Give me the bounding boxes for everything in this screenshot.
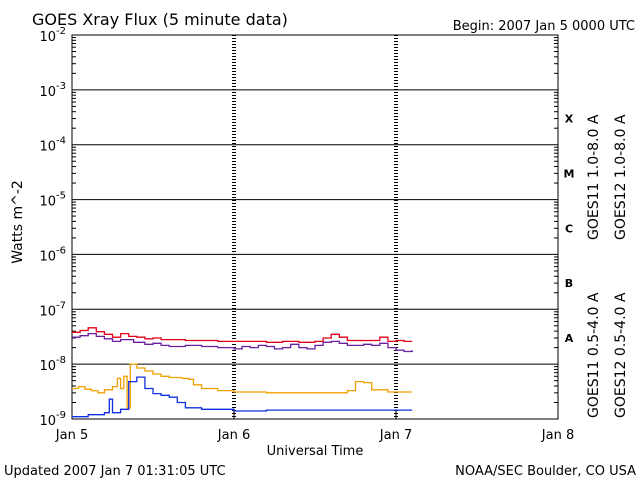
- updated-label: Updated 2007 Jan 7 01:31:05 UTC: [4, 464, 226, 479]
- series-line: [72, 376, 413, 418]
- flare-class-label: M: [564, 167, 575, 180]
- y-tick-exponent: -8: [56, 355, 66, 366]
- y-axis: 10-210-310-410-510-610-710-810-9: [39, 26, 558, 429]
- y-tick-label: 10-7: [39, 300, 66, 319]
- x-tick-label: Jan 8: [541, 428, 574, 443]
- legend-goes12-short: GOES12 0.5-4.0 A: [613, 292, 629, 418]
- y-tick-base: 10: [39, 85, 56, 100]
- y-tick-label: 10-4: [39, 136, 66, 155]
- flare-class-label: X: [565, 113, 574, 126]
- y-tick-exponent: -9: [56, 410, 66, 421]
- y-axis-label-text: Watts m^-2: [10, 180, 26, 264]
- flare-class-label: B: [565, 277, 573, 290]
- y-tick-exponent: -4: [56, 136, 66, 147]
- flare-class-label: C: [565, 222, 573, 235]
- y-tick-base: 10: [39, 359, 56, 374]
- y-tick-base: 10: [39, 140, 56, 155]
- x-tick-label: Jan 7: [379, 428, 412, 443]
- chart-title: GOES Xray Flux (5 minute data): [32, 10, 288, 29]
- series-lines: [72, 327, 413, 418]
- credit-label: NOAA/SEC Boulder, CO USA: [455, 464, 636, 479]
- y-tick-base: 10: [39, 304, 56, 319]
- y-tick-base: 10: [39, 30, 56, 45]
- flare-class-labels: X M C B A: [564, 113, 575, 345]
- y-tick-base: 10: [39, 414, 56, 429]
- y-tick-exponent: -6: [56, 245, 66, 256]
- grid-lines: [72, 35, 558, 419]
- series-line: [72, 363, 413, 409]
- x-axis: Jan 5 Jan 6 Jan 7 Jan 8: [55, 411, 574, 443]
- y-tick-label: 10-5: [39, 191, 66, 210]
- y-axis-label: Watts m^-2: [10, 180, 26, 264]
- y-tick-base: 10: [39, 195, 56, 210]
- flare-class-label: A: [565, 332, 574, 345]
- y-tick-label: 10-8: [39, 355, 66, 374]
- x-tick-label: Jan 6: [217, 428, 250, 443]
- y-tick-label: 10-2: [39, 26, 66, 45]
- y-tick-label: 10-6: [39, 245, 66, 264]
- series-line: [72, 327, 413, 343]
- begin-label: Begin: 2007 Jan 5 0000 UTC: [453, 19, 635, 34]
- legend-goes11-short: GOES11 0.5-4.0 A: [586, 292, 602, 418]
- y-tick-exponent: -3: [56, 81, 66, 92]
- y-tick-exponent: -5: [56, 191, 66, 202]
- y-tick-exponent: -2: [56, 26, 66, 37]
- y-tick-exponent: -7: [56, 300, 66, 311]
- legend-goes11-long: GOES11 1.0-8.0 A: [586, 114, 602, 240]
- x-axis-label: Universal Time: [267, 444, 364, 459]
- y-tick-label: 10-9: [39, 410, 66, 429]
- series-line: [72, 332, 413, 353]
- x-tick-label: Jan 5: [55, 428, 88, 443]
- plot-frame: [71, 34, 559, 420]
- legend-goes12-long: GOES12 1.0-8.0 A: [613, 114, 629, 240]
- y-tick-base: 10: [39, 249, 56, 264]
- y-tick-label: 10-3: [39, 81, 66, 100]
